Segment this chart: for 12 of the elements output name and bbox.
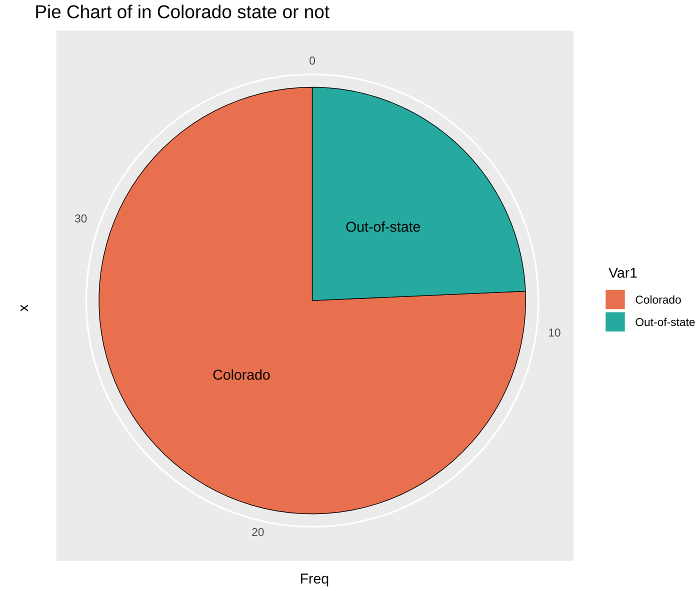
text: 30 xyxy=(74,214,87,222)
text: x xyxy=(20,304,28,312)
text: Freq xyxy=(300,574,328,586)
slice-label: Out-of-state xyxy=(346,221,420,232)
legend-label: Colorado xyxy=(636,295,681,304)
chart-title: Pie Chart of in Colorado state or not xyxy=(36,4,330,18)
text: 20 xyxy=(252,528,264,536)
text: 0 xyxy=(310,56,316,65)
text: 10 xyxy=(548,328,560,337)
legend-label: Out-of-state xyxy=(636,318,695,326)
slice-label: Colorado xyxy=(213,369,270,380)
legend-title: Var1 xyxy=(608,268,637,278)
